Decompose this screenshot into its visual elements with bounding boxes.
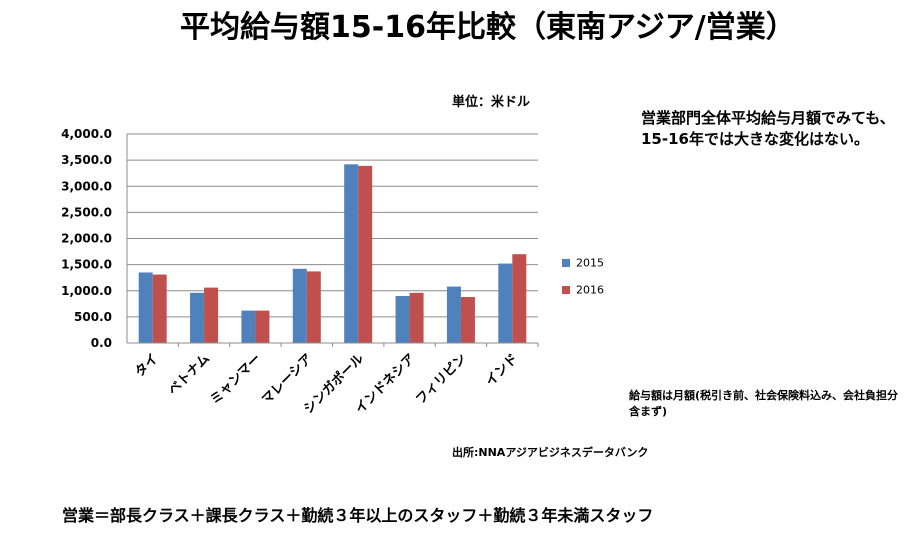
unit-label: 単位：米ドル	[452, 95, 531, 110]
bar-2015-1	[190, 292, 205, 343]
legend: 2015 2016	[562, 256, 604, 301]
bar-2016-5	[409, 292, 424, 343]
x-tick-label: フィリピン	[413, 351, 469, 407]
bar-2016-6	[460, 297, 475, 343]
x-tick-label: タイ	[133, 351, 162, 380]
legend-label-2016: 2016	[576, 283, 604, 297]
y-tick-label: 4,000.0	[61, 127, 112, 141]
bar-2015-0	[138, 272, 153, 343]
legend-item-2016: 2016	[562, 283, 604, 301]
legend-swatch-2016	[562, 286, 570, 294]
y-tick-label: 1,000.0	[61, 284, 112, 298]
y-tick-label: 2,500.0	[61, 205, 112, 219]
bar-2016-7	[512, 254, 527, 343]
bar-2016-2	[255, 310, 270, 343]
source-text: 出所:NNAアジアビジネスデータバンク	[452, 446, 649, 459]
legend-item-2015: 2015	[562, 256, 604, 274]
bar-2016-3	[306, 271, 321, 343]
bar-2015-2	[241, 310, 256, 343]
y-tick-label: 1,500.0	[61, 258, 112, 272]
page-title: 平均給与額15-16年比較（東南アジア/営業）	[180, 10, 796, 45]
bar-2015-7	[498, 263, 513, 343]
bar-2015-4	[344, 164, 359, 343]
bar-2015-3	[292, 268, 307, 343]
comment-text: 営業部門全体平均給与月額でみても、15-16年では大きな変化はない。	[641, 109, 895, 148]
y-tick-label: 500.0	[74, 310, 112, 324]
bar-2016-0	[152, 274, 167, 343]
x-tick-label: ミャンマー	[208, 351, 265, 408]
bar-2015-5	[395, 295, 410, 343]
bar-2016-1	[204, 287, 219, 343]
y-tick-label: 0.0	[91, 336, 112, 350]
note-text: 給与額は月額(税引き前、社会保険料込み、会社負担分含まず)	[629, 389, 899, 418]
bar-2016-4	[358, 165, 373, 343]
legend-label-2015: 2015	[576, 256, 604, 270]
bar-2015-6	[446, 286, 461, 343]
x-tick-label: ベトナム	[166, 351, 213, 398]
x-tick-label: インド	[483, 351, 521, 389]
legend-swatch-2015	[562, 259, 570, 267]
y-tick-label: 3,500.0	[61, 153, 112, 167]
y-tick-label: 2,000.0	[61, 232, 112, 246]
y-tick-label: 3,000.0	[61, 179, 112, 193]
footer-definition: 営業＝部長クラス＋課長クラス＋勤続３年以上のスタッフ＋勤続３年未満スタッフ	[62, 506, 654, 525]
